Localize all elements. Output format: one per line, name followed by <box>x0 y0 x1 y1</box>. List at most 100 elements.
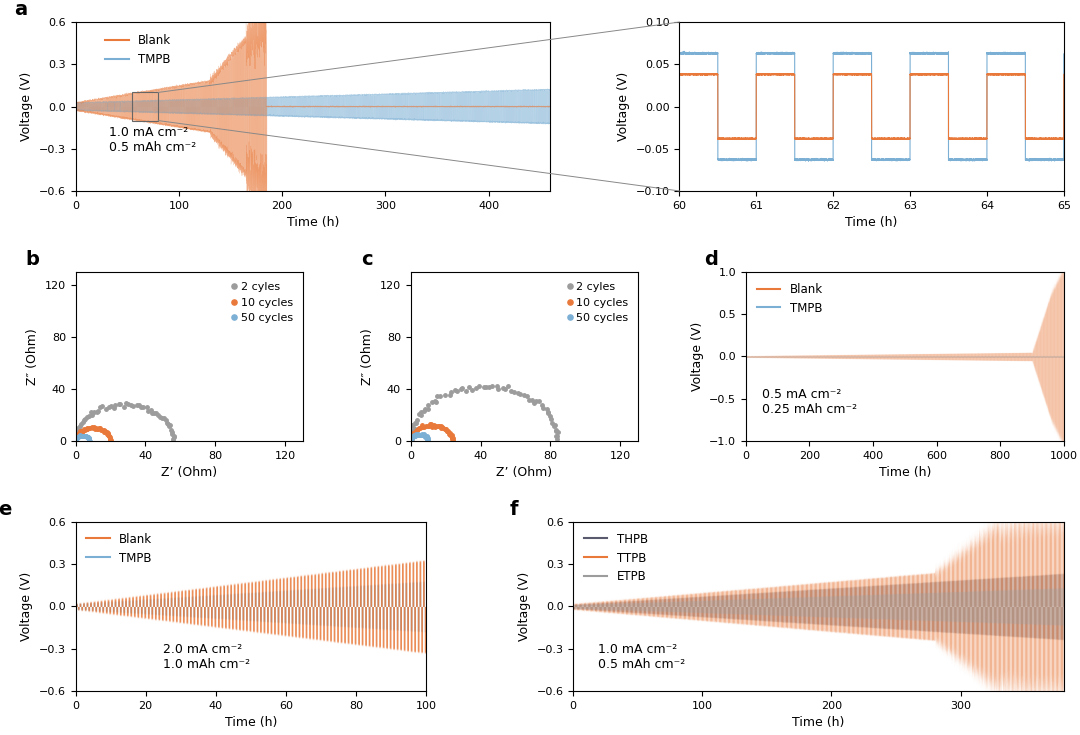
50 cycles <box>404 435 417 444</box>
10 cycles <box>85 423 98 432</box>
Y-axis label: Voltage (V): Voltage (V) <box>690 322 704 391</box>
10 cycles <box>99 427 112 436</box>
50 cycles <box>411 431 424 440</box>
50 cycles <box>82 433 95 442</box>
X-axis label: Z’ (Ohm): Z’ (Ohm) <box>496 466 552 479</box>
50 cycles <box>76 431 89 440</box>
10 cycles <box>80 424 93 433</box>
10 cycles <box>406 431 419 440</box>
10 cycles <box>102 431 114 440</box>
50 cycles <box>406 432 419 441</box>
10 cycles <box>416 420 429 429</box>
50 cycles <box>70 434 83 442</box>
Line: 10 cycles: 10 cycles <box>73 425 112 442</box>
50 cycles <box>73 431 86 440</box>
50 cycles <box>421 437 434 445</box>
2 cyles <box>410 416 423 425</box>
10 cycles <box>69 434 82 442</box>
10 cycles <box>71 430 84 439</box>
2 cyles <box>92 406 105 415</box>
10 cycles <box>410 426 423 435</box>
Text: 1.0 mA cm⁻²
0.5 mAh cm⁻²: 1.0 mA cm⁻² 0.5 mAh cm⁻² <box>597 642 685 670</box>
10 cycles <box>69 436 82 445</box>
Text: 1.0 mA cm⁻²
0.5 mAh cm⁻²: 1.0 mA cm⁻² 0.5 mAh cm⁻² <box>109 126 197 154</box>
50 cycles <box>405 437 418 445</box>
50 cycles <box>405 435 418 444</box>
10 cycles <box>93 423 106 432</box>
50 cycles <box>72 432 85 441</box>
10 cycles <box>103 432 116 441</box>
50 cycles <box>76 431 89 440</box>
50 cycles <box>415 430 428 439</box>
Line: 10 cycles: 10 cycles <box>408 423 455 442</box>
Text: 0.5 mA cm⁻²
0.25 mAh cm⁻²: 0.5 mA cm⁻² 0.25 mAh cm⁻² <box>761 387 856 415</box>
2 cyles <box>422 401 435 409</box>
50 cycles <box>79 431 92 440</box>
10 cycles <box>91 424 104 433</box>
50 cycles <box>410 430 423 439</box>
10 cycles <box>97 426 110 434</box>
50 cycles <box>83 434 96 443</box>
10 cycles <box>98 427 111 436</box>
10 cycles <box>405 437 418 445</box>
50 cycles <box>419 432 432 441</box>
50 cycles <box>77 431 90 440</box>
50 cycles <box>420 434 433 443</box>
50 cycles <box>80 431 93 440</box>
50 cycles <box>421 436 434 445</box>
10 cycles <box>69 437 82 445</box>
50 cycles <box>415 430 428 439</box>
10 cycles <box>70 433 83 442</box>
10 cycles <box>70 431 83 440</box>
50 cycles <box>409 431 422 440</box>
Text: a: a <box>14 0 27 18</box>
2 cyles <box>551 434 564 443</box>
50 cycles <box>421 435 434 444</box>
10 cycles <box>94 424 107 433</box>
Legend: Blank, TMPB: Blank, TMPB <box>100 29 176 71</box>
Line: 50 cycles: 50 cycles <box>408 432 430 442</box>
50 cycles <box>83 436 96 445</box>
10 cycles <box>79 426 92 434</box>
50 cycles <box>417 431 430 440</box>
50 cycles <box>417 430 430 439</box>
50 cycles <box>69 435 82 444</box>
50 cycles <box>418 432 431 441</box>
Bar <box>133 93 158 121</box>
50 cycles <box>420 432 433 441</box>
50 cycles <box>406 433 419 442</box>
10 cycles <box>104 434 117 443</box>
50 cycles <box>82 434 95 442</box>
10 cycles <box>82 423 95 432</box>
Text: d: d <box>704 250 718 269</box>
10 cycles <box>81 424 94 433</box>
10 cycles <box>84 424 97 433</box>
10 cycles <box>69 435 82 444</box>
2 cyles <box>87 407 100 416</box>
50 cycles <box>405 434 418 443</box>
50 cycles <box>421 436 434 445</box>
2 cyles <box>405 436 418 445</box>
50 cycles <box>79 431 92 440</box>
50 cycles <box>81 433 94 442</box>
10 cycles <box>73 427 86 436</box>
50 cycles <box>416 430 429 439</box>
50 cycles <box>407 431 420 440</box>
10 cycles <box>87 422 100 431</box>
X-axis label: Time (h): Time (h) <box>793 716 845 729</box>
50 cycles <box>405 434 418 442</box>
X-axis label: Time (h): Time (h) <box>287 216 339 229</box>
2 cyles <box>544 415 557 424</box>
Legend: Blank, TMPB: Blank, TMPB <box>81 528 157 569</box>
10 cycles <box>90 423 103 432</box>
Y-axis label: Voltage (V): Voltage (V) <box>21 572 33 641</box>
Text: f: f <box>510 500 518 519</box>
2 cyles <box>543 412 556 420</box>
Y-axis label: Voltage (V): Voltage (V) <box>21 72 33 141</box>
10 cycles <box>97 428 110 437</box>
10 cycles <box>95 426 108 435</box>
50 cycles <box>411 430 424 439</box>
2 cyles <box>70 437 83 445</box>
10 cycles <box>104 435 117 444</box>
50 cycles <box>71 433 84 442</box>
